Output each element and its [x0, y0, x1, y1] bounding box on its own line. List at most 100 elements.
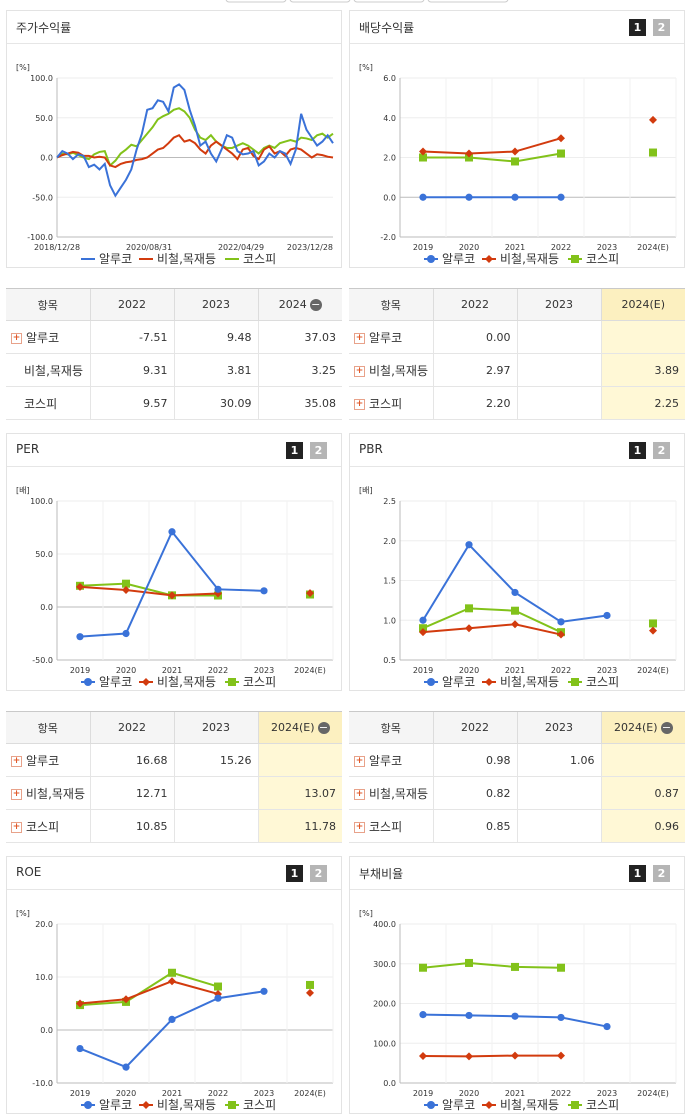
- column-header: 2022: [89, 711, 174, 744]
- table-cell: 3.89: [600, 353, 685, 387]
- table-cell: -7.51: [89, 320, 174, 354]
- period-1-button[interactable]: 1: [629, 19, 646, 36]
- expand-icon[interactable]: +: [354, 755, 365, 767]
- table-cell: 37.03: [257, 320, 342, 354]
- x-tick-label: 2020: [459, 666, 479, 675]
- legend-label: 비철,목재등: [500, 675, 559, 689]
- period-1-button[interactable]: 1: [286, 865, 303, 882]
- table-cell: 0.82: [432, 776, 517, 810]
- y-tick-label: 300.0: [373, 960, 396, 969]
- legend-label: 코스피: [586, 252, 619, 266]
- y-tick-label: -50.0: [32, 656, 53, 665]
- row-name: 알루코: [26, 753, 60, 768]
- data-point: [419, 147, 427, 156]
- data-point: [465, 1052, 473, 1061]
- period-2-button[interactable]: 2: [310, 865, 327, 882]
- collapse-icon[interactable]: −: [317, 721, 330, 734]
- table-cell: 0.98: [432, 743, 517, 777]
- period-2-button[interactable]: 2: [653, 865, 670, 882]
- data-point: [557, 134, 565, 143]
- period-1-button[interactable]: 1: [629, 865, 646, 882]
- x-tick-label: 2021: [162, 1089, 182, 1098]
- data-point: [603, 611, 611, 620]
- data-point: [122, 629, 130, 638]
- data-point: [511, 147, 519, 156]
- collapse-icon[interactable]: −: [309, 298, 322, 311]
- x-tick-label: 2019: [413, 1089, 433, 1098]
- expand-icon[interactable]: +: [354, 365, 365, 377]
- y-tick-label: -50.0: [32, 193, 53, 202]
- expand-icon[interactable]: +: [354, 332, 365, 344]
- column-header: 2023: [173, 288, 258, 321]
- x-tick-label: 2021: [162, 666, 182, 675]
- y-tick-label: 4.0: [383, 114, 396, 123]
- table-cell: [516, 776, 601, 810]
- series-line: [79, 980, 219, 1005]
- legend-label: 알루코: [442, 675, 475, 689]
- data-point: [511, 588, 519, 597]
- table-cell: [173, 809, 258, 843]
- data-point: [557, 618, 565, 626]
- period-2-button[interactable]: 2: [653, 442, 670, 459]
- x-tick-label: 2023: [597, 1089, 617, 1098]
- pbr-chart: [배] 2.5 2.0 1.5 1.0 0.5 2019 2020 2021 2022 2023 20…: [359, 486, 677, 689]
- y-tick-label: 0.5: [383, 656, 396, 665]
- table-row: + 알루코 16.68 15.26: [6, 743, 342, 777]
- table-cell: 0.85: [432, 809, 517, 843]
- table-row: + 비철,목재등 2.97 3.89: [349, 353, 685, 387]
- expand-icon[interactable]: +: [11, 332, 22, 344]
- legend-label: 코스피: [586, 1098, 619, 1112]
- table-cell: 3.81: [173, 353, 258, 387]
- x-tick-label: 2018/12/28: [34, 243, 80, 252]
- collapse-icon[interactable]: −: [660, 721, 673, 734]
- expand-icon[interactable]: +: [11, 821, 22, 833]
- period-1-button[interactable]: 1: [629, 442, 646, 459]
- data-point: [557, 193, 565, 201]
- y-tick-label: 200.0: [373, 1000, 396, 1009]
- per-chart: [배]100.0 50.0 0.0 -50.0 2019 2020 2021 2022 2023…: [16, 486, 334, 689]
- data-point: [465, 624, 473, 633]
- legend-label: 코스피: [243, 252, 276, 266]
- data-point: [214, 585, 222, 593]
- row-name: 코스피: [24, 396, 58, 411]
- expand-icon[interactable]: +: [354, 788, 365, 800]
- data-point: [465, 149, 473, 158]
- dividend-table: 항목 2022 2023 2024(E) + 알루코 0.00 + 비철,목재등 2.97 3.89…: [349, 288, 685, 420]
- data-point: [76, 582, 84, 591]
- series-line: [422, 623, 562, 636]
- data-point: [419, 1051, 427, 1060]
- dividend-header: 배당수익률 1 2: [350, 11, 684, 44]
- period-1-button[interactable]: 1: [286, 442, 303, 459]
- data-point: [419, 616, 427, 624]
- y-tick-label: 50.0: [35, 550, 53, 559]
- series-line: [79, 585, 219, 597]
- y-tick-label: 0.0: [383, 1079, 396, 1088]
- x-tick-label: 2022: [208, 1089, 228, 1098]
- series-0: [419, 541, 611, 626]
- expand-icon[interactable]: +: [354, 398, 365, 410]
- data-point: [168, 528, 176, 536]
- y-tick-label: 2.0: [383, 154, 396, 163]
- row-label: + 코스피: [349, 809, 433, 843]
- data-point: [511, 193, 519, 201]
- row-label: + 비철,목재등: [6, 776, 90, 810]
- row-name: 비철,목재등: [26, 786, 86, 801]
- data-point: [260, 987, 268, 995]
- stock-return-panel: 주가수익률 [%] 100.0 50.0 0.0 -50.0 -100.0 2018/12/…: [6, 10, 342, 268]
- data-point: [122, 579, 130, 588]
- x-tick-label: 2019: [413, 666, 433, 675]
- series-line: [423, 152, 562, 163]
- x-tick-label: 2024(E): [637, 1089, 669, 1098]
- column-header: 2022: [432, 711, 517, 744]
- expand-icon[interactable]: +: [11, 755, 22, 767]
- x-tick-label: 2021: [505, 666, 525, 675]
- series-line: [56, 83, 334, 198]
- column-header-label: 2024: [278, 298, 307, 311]
- data-point: [419, 193, 427, 201]
- period-2-button[interactable]: 2: [653, 19, 670, 36]
- legend-marker: [228, 678, 236, 686]
- expand-icon[interactable]: +: [354, 821, 365, 833]
- period-2-button[interactable]: 2: [310, 442, 327, 459]
- column-header-label: 항목: [37, 298, 58, 312]
- expand-icon[interactable]: +: [11, 788, 22, 800]
